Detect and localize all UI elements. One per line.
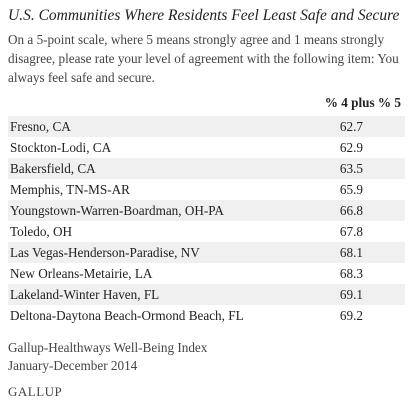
- row-name: Toledo, OH: [10, 223, 73, 239]
- table-row: Las Vegas-Henderson-Paradise, NV 68.1: [8, 242, 405, 263]
- table-row: Bakersfield, CA 63.5: [8, 158, 405, 179]
- row-value: 66.8: [339, 202, 363, 218]
- table-row: Deltona-Daytona Beach-Ormond Beach, FL 6…: [8, 305, 405, 326]
- column-header: % 4 plus % 5: [324, 95, 401, 110]
- page-title: U.S. Communities Where Residents Feel Le…: [8, 7, 400, 24]
- survey-question: On a 5-point scale, where 5 means strong…: [8, 32, 399, 85]
- source-note: Gallup-Healthways Well-Being Index Janua…: [8, 339, 207, 375]
- row-name: Youngstown-Warren-Boardman, OH-PA: [10, 202, 224, 218]
- row-name: Stockton-Lodi, CA: [10, 139, 112, 155]
- row-value: 68.3: [339, 265, 363, 281]
- results-table: Fresno, CA 62.7 Stockton-Lodi, CA 62.9 B…: [8, 116, 405, 326]
- row-value: 69.1: [339, 286, 363, 302]
- table-row: Youngstown-Warren-Boardman, OH-PA 66.8: [8, 200, 405, 221]
- row-name: Memphis, TN-MS-AR: [10, 181, 130, 197]
- row-value: 69.2: [339, 307, 363, 323]
- source-line: Gallup-Healthways Well-Being Index: [8, 340, 208, 355]
- row-name: Bakersfield, CA: [10, 160, 96, 176]
- table-row: Fresno, CA 62.7: [8, 116, 405, 137]
- row-value: 62.7: [339, 118, 363, 134]
- row-name: New Orleans-Metairie, LA: [10, 265, 153, 281]
- row-value: 65.9: [339, 181, 363, 197]
- row-name: Las Vegas-Henderson-Paradise, NV: [10, 244, 200, 260]
- row-value: 68.1: [339, 244, 363, 260]
- table-row: Toledo, OH 67.8: [8, 221, 405, 242]
- row-name: Fresno, CA: [10, 118, 71, 134]
- row-name: Deltona-Daytona Beach-Ormond Beach, FL: [10, 307, 244, 323]
- row-value: 67.8: [339, 223, 363, 239]
- row-name: Lakeland-Winter Haven, FL: [10, 286, 160, 302]
- table-row: New Orleans-Metairie, LA 68.3: [8, 263, 405, 284]
- row-value: 63.5: [339, 160, 363, 176]
- table-row: Stockton-Lodi, CA 62.9: [8, 137, 405, 158]
- date-range: January-December 2014: [8, 358, 138, 373]
- table-row: Memphis, TN-MS-AR 65.9: [8, 179, 405, 200]
- row-value: 62.9: [339, 139, 363, 155]
- table-row: Lakeland-Winter Haven, FL 69.1: [8, 284, 405, 305]
- gallup-logo: GALLUP: [8, 384, 63, 399]
